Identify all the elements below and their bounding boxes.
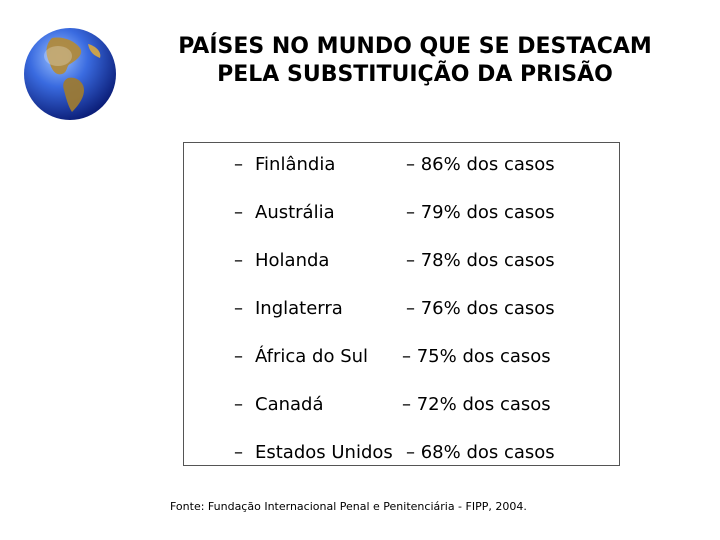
percent-label: – 76% dos casos [406,298,555,319]
percent-label: – 68% dos casos [406,442,555,463]
country-label: Holanda [255,250,330,271]
list-dash: – [234,394,243,415]
list-item: – Holanda – 78% dos casos [184,246,619,276]
list-dash: – [234,202,243,223]
list-item: – Estados Unidos – 68% dos casos [184,438,619,468]
list-item: – África do Sul – 75% dos casos [184,342,619,372]
list-dash: – [234,154,243,175]
country-label: Inglaterra [255,298,343,319]
title-line-1: PAÍSES NO MUNDO QUE SE DESTACAM [178,34,652,59]
globe-icon [24,28,116,120]
source-note: Fonte: Fundação Internacional Penal e Pe… [170,500,527,513]
list-dash: – [234,298,243,319]
percent-label: – 86% dos casos [406,154,555,175]
country-label: Estados Unidos [255,442,393,463]
list-dash: – [234,346,243,367]
percent-label: – 78% dos casos [406,250,555,271]
country-label: Canadá [255,394,324,415]
country-label: Austrália [255,202,335,223]
list-item: – Canadá – 72% dos casos [184,390,619,420]
country-label: Finlândia [255,154,336,175]
list-item: – Austrália – 79% dos casos [184,198,619,228]
percent-label: – 75% dos casos [402,346,551,367]
list-dash: – [234,250,243,271]
country-label: África do Sul [255,346,369,367]
title-line-2: PELA SUBSTITUIÇÃO DA PRISÃO [217,62,613,87]
page-title: PAÍSES NO MUNDO QUE SE DESTACAM PELA SUB… [150,33,680,89]
list-dash: – [234,442,243,463]
percent-label: – 72% dos casos [402,394,551,415]
list-item: – Finlândia – 86% dos casos [184,150,619,180]
countries-box: – Finlândia – 86% dos casos – Austrália … [183,142,620,466]
list-item: – Inglaterra – 76% dos casos [184,294,619,324]
percent-label: – 79% dos casos [406,202,555,223]
